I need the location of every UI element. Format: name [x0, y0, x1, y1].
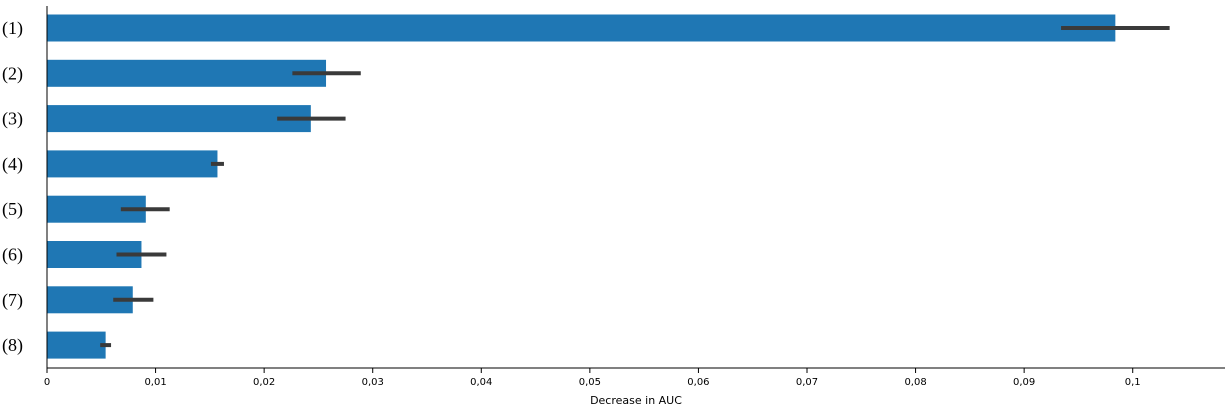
bars-layer	[47, 14, 1116, 359]
category-label-4: (4)	[2, 154, 23, 175]
x-tick-label-7: 0,07	[796, 377, 818, 388]
category-label-7: (7)	[2, 290, 23, 311]
category-label-2: (2)	[2, 63, 23, 84]
category-label-8: (8)	[2, 335, 23, 356]
x-tick-label-10: 0,1	[1125, 377, 1141, 388]
bar-4	[47, 150, 218, 178]
category-label-6: (6)	[2, 245, 23, 266]
x-tick-label-1: 0,01	[144, 377, 166, 388]
x-axis-title: Decrease in AUC	[590, 394, 682, 407]
x-tick-label-4: 0,04	[470, 377, 492, 388]
category-label-3: (3)	[2, 109, 23, 130]
x-tick-label-3: 0,03	[362, 377, 384, 388]
x-tick-label-5: 0,05	[579, 377, 601, 388]
bar-2	[47, 59, 327, 87]
bar-1	[47, 14, 1116, 42]
error-bars-layer	[100, 26, 1170, 348]
x-tick-label-2: 0,02	[253, 377, 275, 388]
category-label-1: (1)	[2, 18, 23, 39]
category-label-5: (5)	[2, 199, 23, 220]
x-tick-label-8: 0,08	[904, 377, 926, 388]
bar-8	[47, 331, 106, 359]
x-tick-label-6: 0,06	[687, 377, 709, 388]
category-labels: (1) (2) (3) (4) (5) (6) (7) (8)	[2, 18, 23, 356]
x-axis-ticks: 0 0,01 0,02 0,03 0,04 0,05 0,06 0,07 0,08 0,09 0,1	[44, 368, 1141, 388]
x-tick-label-9: 0,09	[1013, 377, 1035, 388]
x-tick-label-0: 0	[44, 377, 50, 388]
bar-3	[47, 105, 311, 133]
